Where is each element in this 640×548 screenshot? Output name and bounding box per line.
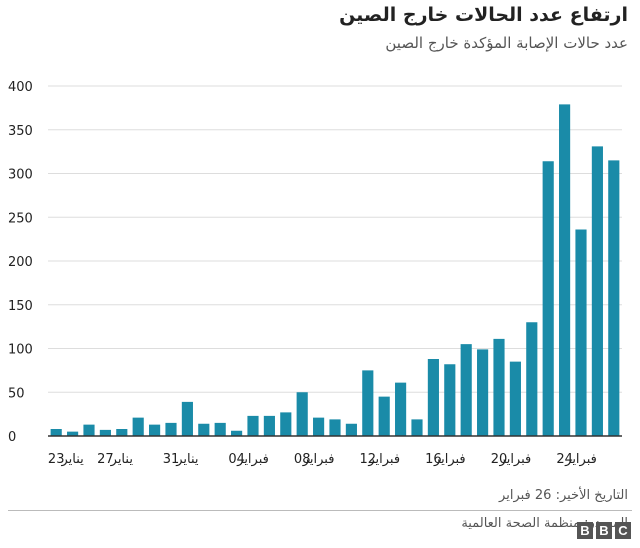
- bar: [296, 392, 308, 436]
- x-tick-label: فبراير: [433, 452, 466, 467]
- y-tick-label: 200: [8, 255, 33, 270]
- bar: [116, 429, 128, 436]
- x-tick-label: 04: [228, 452, 245, 467]
- chart-subtitle: عدد حالات الإصابة المؤكدة خارج الصين: [385, 34, 628, 52]
- x-tick-label: فبراير: [564, 452, 597, 467]
- x-tick-label: 08: [294, 452, 311, 467]
- bar: [542, 161, 554, 436]
- x-tick-label: فبراير: [302, 452, 335, 467]
- y-tick-label: 300: [8, 168, 33, 183]
- x-tick-label: يناير: [110, 452, 134, 467]
- y-axis-ticks: 0 50 100 150 200 250 300 350 400: [8, 80, 33, 445]
- bar: [493, 338, 505, 437]
- bar: [198, 423, 210, 436]
- x-tick-label: 20: [491, 452, 508, 467]
- bbc-logo: B B C: [577, 522, 631, 539]
- bar: [247, 415, 259, 437]
- bar: [509, 361, 521, 437]
- y-tick-label: 50: [8, 386, 25, 401]
- bar: [345, 423, 357, 436]
- bars: [50, 104, 620, 437]
- x-tick-label: 27: [97, 452, 114, 467]
- y-tick-label: 100: [8, 343, 33, 358]
- x-tick-label: 31: [163, 452, 180, 467]
- x-tick-label: 23: [48, 452, 65, 467]
- y-tick-label: 0: [8, 430, 16, 445]
- x-tick-label: 16: [425, 452, 442, 467]
- y-tick-label: 400: [8, 80, 33, 95]
- bar: [526, 322, 538, 436]
- bar: [67, 431, 79, 437]
- x-tick-label: 12: [360, 452, 377, 467]
- bar: [83, 424, 95, 437]
- bar: [329, 419, 341, 437]
- bar: [214, 422, 226, 437]
- bar: [263, 415, 275, 437]
- bbc-logo-letter: C: [615, 522, 631, 539]
- bar: [608, 160, 620, 437]
- bar: [313, 417, 325, 437]
- bar: [575, 229, 587, 436]
- y-tick-label: 250: [8, 211, 33, 226]
- bar: [395, 382, 407, 437]
- bar: [591, 146, 603, 437]
- chart-title: ارتفاع عدد الحالات خارج الصين: [339, 4, 628, 26]
- bar: [50, 429, 62, 436]
- x-tick-label: فبراير: [236, 452, 269, 467]
- bar: [427, 359, 439, 436]
- bar: [378, 396, 390, 437]
- bar: [165, 422, 177, 437]
- bbc-logo-letter: B: [596, 522, 612, 539]
- bar: [477, 349, 489, 437]
- bar: [280, 412, 292, 437]
- x-tick-label: 24: [556, 452, 573, 467]
- x-tick-label: فبراير: [499, 452, 532, 467]
- bbc-logo-letter: B: [577, 522, 593, 539]
- y-tick-label: 150: [8, 299, 33, 314]
- latest-date-note: التاريخ الأخير: 26 فبراير: [499, 488, 628, 503]
- bar: [444, 364, 456, 436]
- bar: [559, 104, 571, 437]
- bar: [132, 417, 144, 437]
- bar: [411, 419, 423, 437]
- y-tick-label: 350: [8, 124, 33, 139]
- bar: [231, 430, 243, 436]
- bar: [181, 401, 193, 437]
- footer-divider: [8, 510, 632, 511]
- bar: [362, 370, 374, 437]
- bar: [149, 424, 161, 437]
- x-tick-label: فبراير: [367, 452, 400, 467]
- x-tick-label: يناير: [175, 452, 199, 467]
- x-tick-label: يناير: [60, 452, 84, 467]
- bar: [460, 344, 472, 437]
- bar: [99, 429, 111, 437]
